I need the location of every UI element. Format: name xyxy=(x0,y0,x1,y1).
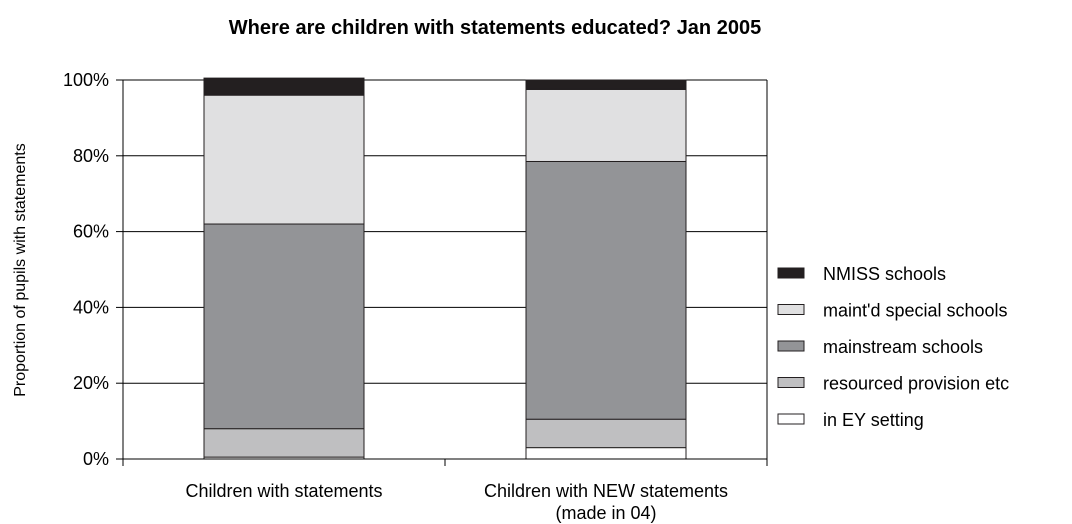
legend-label: maint'd special schools xyxy=(823,301,1008,321)
bar-segment xyxy=(203,428,365,458)
y-tick-label: 40% xyxy=(73,297,109,317)
bar-segment xyxy=(525,79,687,90)
legend-swatch xyxy=(777,267,805,279)
legend-label: in EY setting xyxy=(823,410,924,430)
legend-swatch xyxy=(777,413,805,425)
legend-label: NMISS schools xyxy=(823,264,946,284)
legend-swatch xyxy=(777,304,805,315)
bar-segment xyxy=(203,77,365,96)
x-tick-label: (made in 04) xyxy=(555,503,656,523)
bar-segment xyxy=(203,94,365,225)
plot-area: 0% 20% 40% 60% 80% 100% Children with statemen… xyxy=(63,70,768,523)
bar-segment xyxy=(203,223,365,430)
chart-title: Where are children with statements educa… xyxy=(229,17,761,39)
x-tick-label: Children with statements xyxy=(185,481,382,501)
y-tick-label: 20% xyxy=(73,373,109,393)
legend-swatch xyxy=(777,377,805,388)
legend-label: mainstream schools xyxy=(823,337,983,357)
y-tick-label: 60% xyxy=(73,222,109,242)
legend: NMISS schools maint'd special schools main… xyxy=(777,264,1009,430)
bar-segment xyxy=(525,160,687,420)
bar-segment xyxy=(525,88,687,162)
y-tick-label: 80% xyxy=(73,146,109,166)
bar-segment xyxy=(525,418,687,449)
legend-label: resourced provision etc xyxy=(823,374,1009,394)
legend-swatch xyxy=(777,340,805,352)
x-tick-label: Children with NEW statements xyxy=(484,481,728,501)
y-axis-title: Proportion of pupils with statements xyxy=(12,143,29,396)
bar-segment xyxy=(525,447,687,460)
y-tick-label: 100% xyxy=(63,70,109,90)
y-tick-label: 0% xyxy=(83,449,109,469)
